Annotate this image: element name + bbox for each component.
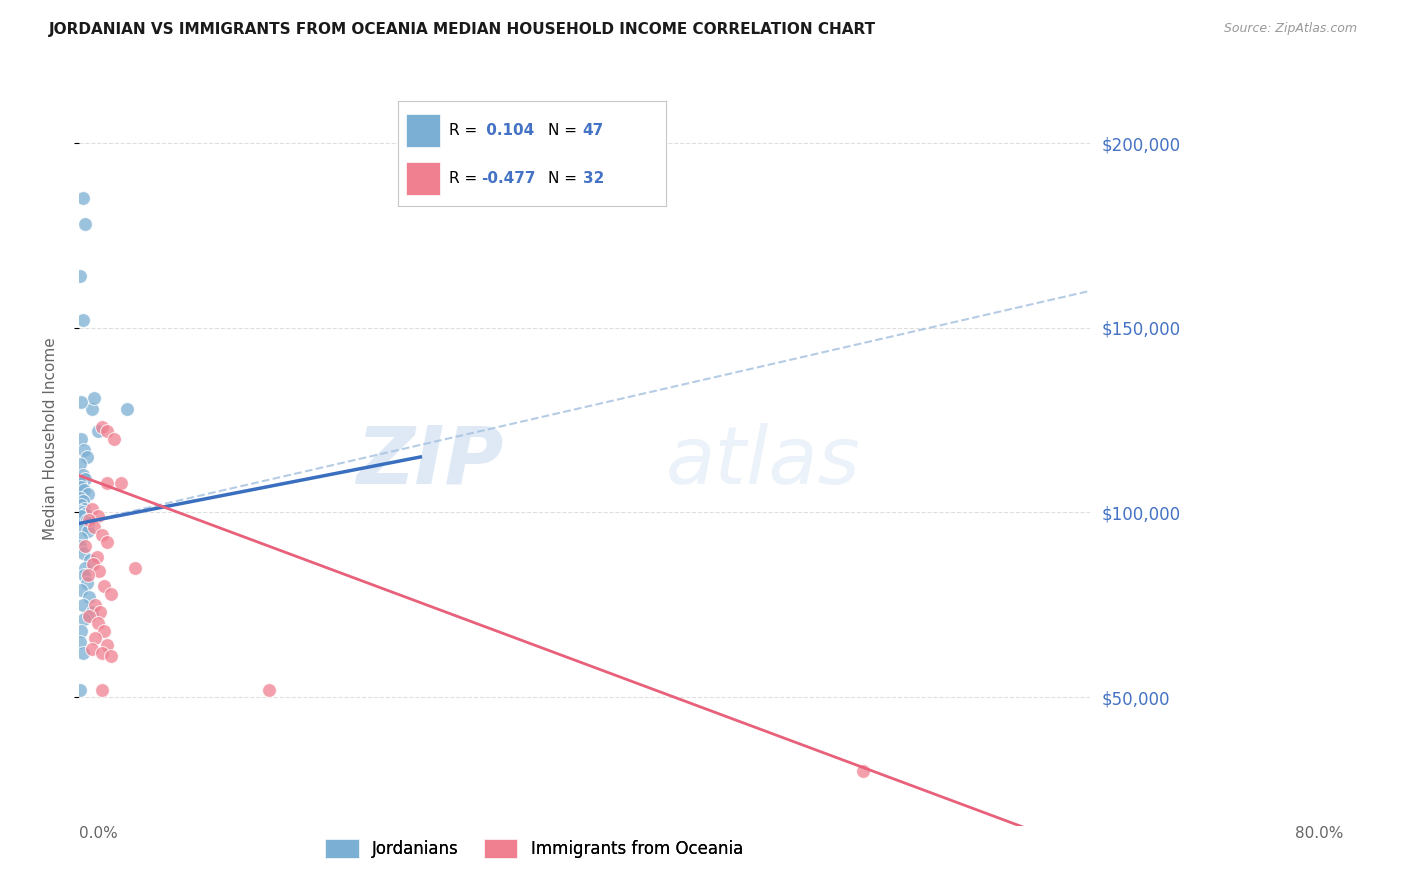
Point (76, 513, 98, 527)
Point (103, 432, 125, 446)
Text: ZIP: ZIP (356, 423, 503, 500)
Point (83, 520, 105, 534)
Text: JORDANIAN VS IMMIGRANTS FROM OCEANIA MEDIAN HOUSEHOLD INCOME CORRELATION CHART: JORDANIAN VS IMMIGRANTS FROM OCEANIA MED… (49, 22, 876, 37)
Point (100, 649, 122, 664)
Point (77, 591, 100, 605)
Point (80, 642, 103, 657)
Point (75, 472, 97, 486)
Point (90, 420, 112, 434)
Point (100, 587, 122, 601)
Point (69, 634, 91, 648)
Point (75, 561, 97, 575)
Point (69, 503, 91, 517)
Point (70, 509, 93, 524)
Point (73, 442, 96, 457)
Point (82, 557, 104, 571)
Point (96, 535, 118, 549)
Point (70, 479, 93, 493)
Point (80, 605, 103, 619)
Point (124, 561, 146, 575)
Point (110, 475, 132, 490)
Point (76, 524, 98, 538)
Point (72, 191, 94, 205)
Point (80, 401, 103, 416)
Point (76, 568, 98, 582)
Point (75, 539, 97, 553)
Point (87, 616, 110, 631)
Point (72, 646, 94, 660)
Point (70, 582, 93, 597)
Point (75, 217, 97, 231)
Text: 80.0%: 80.0% (1295, 826, 1343, 841)
Point (76, 575, 98, 590)
Point (72, 313, 94, 327)
Point (70, 432, 93, 446)
Point (73, 501, 96, 516)
Point (72, 598, 94, 612)
Point (86, 549, 108, 564)
Point (72, 505, 94, 519)
Point (115, 401, 138, 416)
Legend: Jordanians, Immigrants from Oceania: Jordanians, Immigrants from Oceania (319, 832, 749, 864)
Point (69, 268, 91, 283)
Text: atlas: atlas (665, 423, 860, 500)
Point (70, 498, 93, 512)
Point (89, 565, 111, 579)
Point (69, 491, 91, 505)
Point (72, 468, 94, 483)
Point (69, 458, 91, 472)
Point (70, 531, 93, 545)
Point (69, 539, 91, 553)
Point (90, 646, 112, 660)
Point (79, 553, 101, 567)
Point (80, 501, 103, 516)
Point (73, 483, 96, 498)
Point (90, 682, 112, 697)
Point (87, 424, 110, 438)
Point (73, 568, 96, 582)
Point (84, 598, 107, 612)
Point (257, 682, 280, 697)
Point (72, 494, 94, 508)
Point (76, 487, 98, 501)
Point (77, 608, 100, 623)
Point (73, 520, 96, 534)
Point (83, 391, 105, 405)
Point (72, 546, 94, 560)
Point (70, 394, 93, 409)
Point (77, 513, 100, 527)
Y-axis label: Median Household Income: Median Household Income (44, 337, 58, 540)
Point (87, 509, 110, 524)
Point (852, 764, 875, 778)
Point (90, 527, 112, 541)
Point (89, 605, 111, 619)
Point (96, 638, 118, 652)
Point (77, 516, 100, 531)
Point (93, 624, 115, 638)
Point (73, 612, 96, 626)
Point (84, 631, 107, 645)
Point (76, 450, 98, 464)
Point (96, 424, 118, 438)
Point (93, 579, 115, 593)
Text: Source: ZipAtlas.com: Source: ZipAtlas.com (1223, 22, 1357, 36)
Point (96, 475, 118, 490)
Point (75, 507, 97, 521)
Point (69, 475, 91, 490)
Point (70, 624, 93, 638)
Text: 0.0%: 0.0% (79, 826, 118, 841)
Point (69, 682, 91, 697)
